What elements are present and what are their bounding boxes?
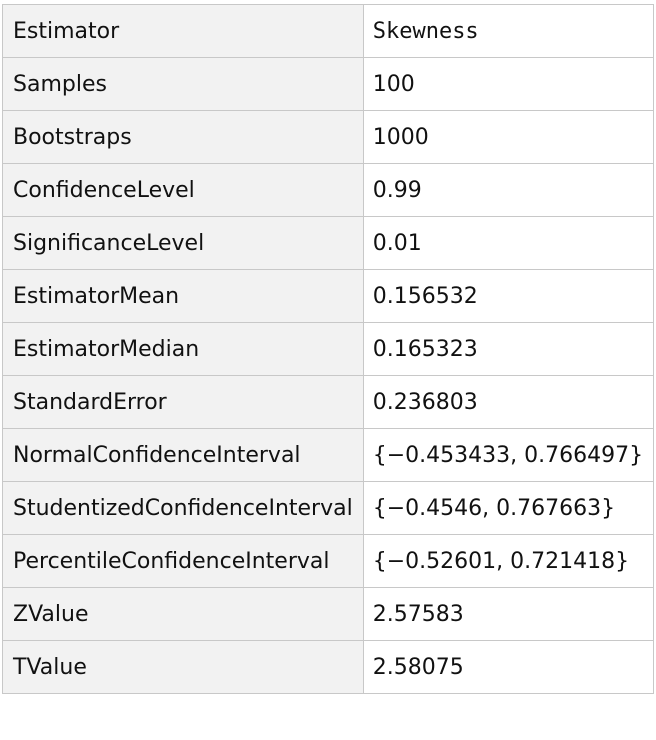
property-value: 1000	[362, 110, 655, 164]
property-value: 0.99	[362, 163, 655, 217]
property-name: EstimatorMean	[2, 269, 364, 323]
property-value: {−0.52601, 0.721418}	[362, 534, 655, 588]
table-row: ZValue 2.57583	[2, 587, 655, 641]
table-row: EstimatorMean 0.156532	[2, 269, 655, 323]
property-name: StandardError	[2, 375, 364, 429]
property-name: Bootstraps	[2, 110, 364, 164]
property-value: 100	[362, 57, 655, 111]
property-value: {−0.453433, 0.766497}	[362, 428, 655, 482]
property-name: StudentizedConfidenceInterval	[2, 481, 364, 535]
table-row: EstimatorMedian 0.165323	[2, 322, 655, 376]
property-name: ConfidenceLevel	[2, 163, 364, 217]
table-row: Estimator Skewness	[2, 4, 655, 58]
property-value: Skewness	[362, 4, 655, 58]
table-row: TValue 2.58075	[2, 640, 655, 694]
table-row: SignificanceLevel 0.01	[2, 216, 655, 270]
results-table: Estimator Skewness Samples 100 Bootstraps 100…	[2, 4, 655, 694]
property-value: {−0.4546, 0.767663}	[362, 481, 655, 535]
property-name: Samples	[2, 57, 364, 111]
property-name: ZValue	[2, 587, 364, 641]
property-value: 0.236803	[362, 375, 655, 429]
property-name: Estimator	[2, 4, 364, 58]
table-body: Estimator Skewness Samples 100 Bootstraps 100…	[2, 4, 655, 694]
property-name: TValue	[2, 640, 364, 694]
table-row: Samples 100	[2, 57, 655, 111]
table-row: PercentileConfidenceInterval {−0.52601, 0…	[2, 534, 655, 588]
table-row: NormalConfidenceInterval {−0.453433, 0.76…	[2, 428, 655, 482]
property-value: 2.58075	[362, 640, 655, 694]
property-value: 0.165323	[362, 322, 655, 376]
table-row: StandardError 0.236803	[2, 375, 655, 429]
property-value: 0.156532	[362, 269, 655, 323]
property-name: PercentileConfidenceInterval	[2, 534, 364, 588]
property-value: 0.01	[362, 216, 655, 270]
table-row: Bootstraps 1000	[2, 110, 655, 164]
table-row: ConfidenceLevel 0.99	[2, 163, 655, 217]
property-name: SignificanceLevel	[2, 216, 364, 270]
property-value: 2.57583	[362, 587, 655, 641]
property-name: NormalConfidenceInterval	[2, 428, 364, 482]
property-name: EstimatorMedian	[2, 322, 364, 376]
table-row: StudentizedConfidenceInterval {−0.4546, 0…	[2, 481, 655, 535]
